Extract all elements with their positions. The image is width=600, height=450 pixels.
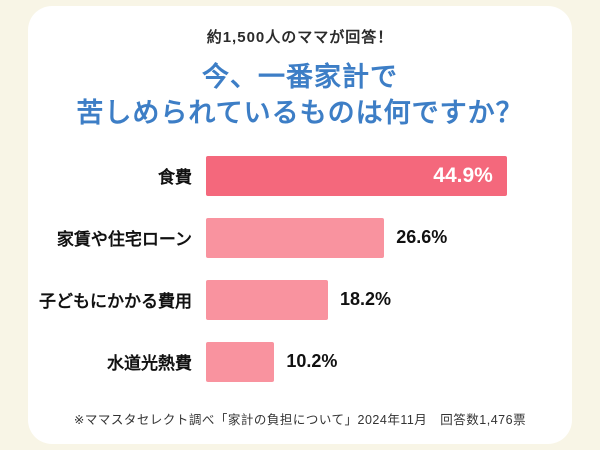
bar-children bbox=[206, 279, 328, 320]
bar-row-food: 食費 44.9% bbox=[36, 155, 572, 196]
bar-track: 26.6% bbox=[206, 217, 541, 258]
bar-row-children: 子どもにかかる費用 18.2% bbox=[36, 279, 572, 320]
survey-subtitle: 約1,500人のママが回答！ bbox=[206, 29, 394, 46]
bar-value-utilities: 10.2% bbox=[286, 351, 338, 372]
bar-value-children: 18.2% bbox=[339, 289, 391, 310]
bar-row-rent: 家賃や住宅ローン 26.6% bbox=[36, 217, 572, 258]
bar-row-utilities: 水道光熱費 10.2% bbox=[36, 341, 572, 382]
bar-track: 18.2% bbox=[206, 279, 541, 320]
bar-label-utilities: 水道光熱費 bbox=[107, 354, 192, 374]
bar-track: 44.9% bbox=[206, 155, 541, 196]
source-note: ※ママスタセレクト調べ「家計の負担について」2024年11月 回答数1,476票 bbox=[73, 413, 527, 427]
chart-title-line1: 今、一番家計で bbox=[202, 62, 398, 92]
bar-label-rent: 家賃や住宅ローン bbox=[56, 230, 192, 250]
bar-label-children: 子どもにかかる費用 bbox=[39, 292, 192, 312]
bar-food: 44.9% bbox=[206, 155, 507, 196]
bar-label-food: 食費 bbox=[158, 168, 192, 188]
bar-value-rent: 26.6% bbox=[396, 227, 448, 248]
bar-value-food: 44.9% bbox=[433, 163, 493, 187]
survey-card: 約1,500人のママが回答！ 今、一番家計で 苦しめられているものは何ですか？ … bbox=[28, 6, 572, 444]
bar-chart: 食費 44.9% 家賃や住宅ローン 26.6% 子どもにかかる費用 18.2% … bbox=[28, 155, 572, 382]
bar-utilities bbox=[206, 341, 275, 382]
bar-track: 10.2% bbox=[206, 341, 541, 382]
chart-title-line2: 苦しめられているものは何ですか？ bbox=[76, 98, 524, 129]
bar-rent bbox=[206, 217, 385, 258]
chart-title: 今、一番家計で 苦しめられているものは何ですか？ bbox=[28, 59, 572, 132]
